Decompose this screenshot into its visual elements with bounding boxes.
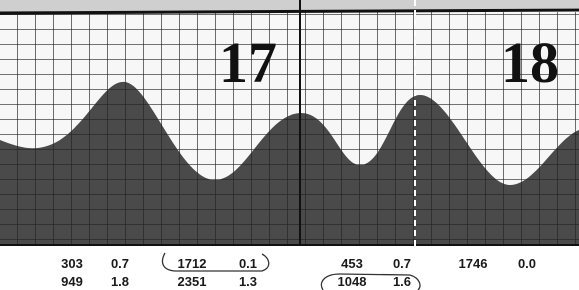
tide-height: 1.8 xyxy=(111,274,129,289)
tide-height: 1.6 xyxy=(393,274,411,289)
tide-time: 303 xyxy=(61,256,83,271)
day-number: 17 xyxy=(219,30,277,95)
tide-time: 1048 xyxy=(338,274,367,289)
day-number: 18 xyxy=(501,30,559,95)
tide-time: 1746 xyxy=(459,256,488,271)
tide-time: 2351 xyxy=(178,274,207,289)
tide-height: 0.0 xyxy=(518,256,536,271)
tide-height: 0.7 xyxy=(111,256,129,271)
tide-chart: 17 18 303 0.7 949 1.8 1712 0.1 2351 1.3 453 0.7 104… xyxy=(0,0,579,290)
tide-height: 0.1 xyxy=(239,256,257,271)
grid xyxy=(0,12,579,246)
table-area xyxy=(0,246,579,290)
tide-height: 0.7 xyxy=(393,256,411,271)
tide-time: 453 xyxy=(341,256,363,271)
tide-time: 949 xyxy=(61,274,83,289)
tide-height: 1.3 xyxy=(239,274,257,289)
tide-chart-scan: 17 18 303 0.7 949 1.8 1712 0.1 2351 1.3 453 0.7 104… xyxy=(0,0,579,290)
tide-time: 1712 xyxy=(178,256,207,271)
